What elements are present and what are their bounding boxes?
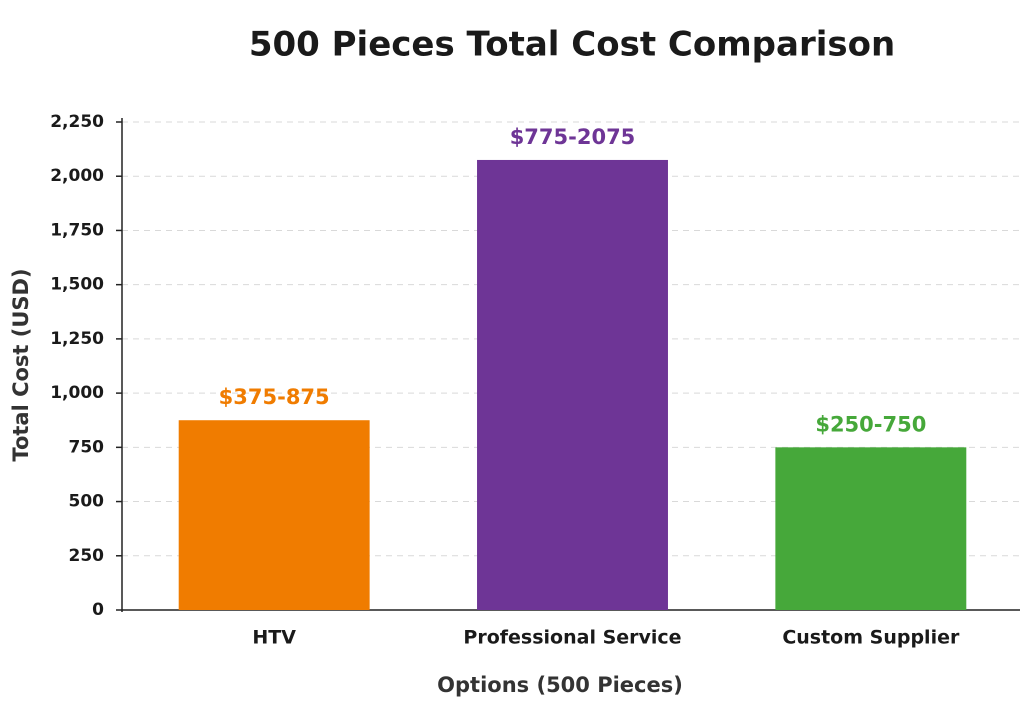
y-tick-label: 2,250: [50, 112, 104, 132]
x-tick-label: Custom Supplier: [782, 627, 960, 649]
y-tick-label: 1,500: [50, 275, 104, 295]
y-tick-label: 500: [69, 492, 105, 512]
y-tick-label: 750: [69, 437, 105, 457]
y-axis-title: Total Cost (USD): [9, 268, 33, 461]
y-tick-label: 2,000: [50, 166, 104, 186]
bar: [477, 159, 668, 610]
y-tick-label: 1,250: [50, 329, 104, 349]
bar: [775, 447, 967, 610]
x-tick-label: HTV: [252, 627, 296, 649]
y-tick-label: 1,750: [50, 220, 104, 240]
data-label: $375-875: [219, 385, 330, 409]
y-tick-label: 250: [69, 546, 105, 566]
x-axis-title: Options (500 Pieces): [437, 673, 683, 697]
y-tick-label: 1,000: [50, 383, 104, 403]
bar: [178, 420, 370, 610]
chart-title: 500 Pieces Total Cost Comparison: [249, 25, 895, 65]
data-label: $250-750: [815, 412, 926, 436]
data-label: $775-2075: [510, 125, 636, 149]
y-tick-label: 0: [92, 600, 104, 620]
x-tick-label: Professional Service: [463, 627, 681, 649]
